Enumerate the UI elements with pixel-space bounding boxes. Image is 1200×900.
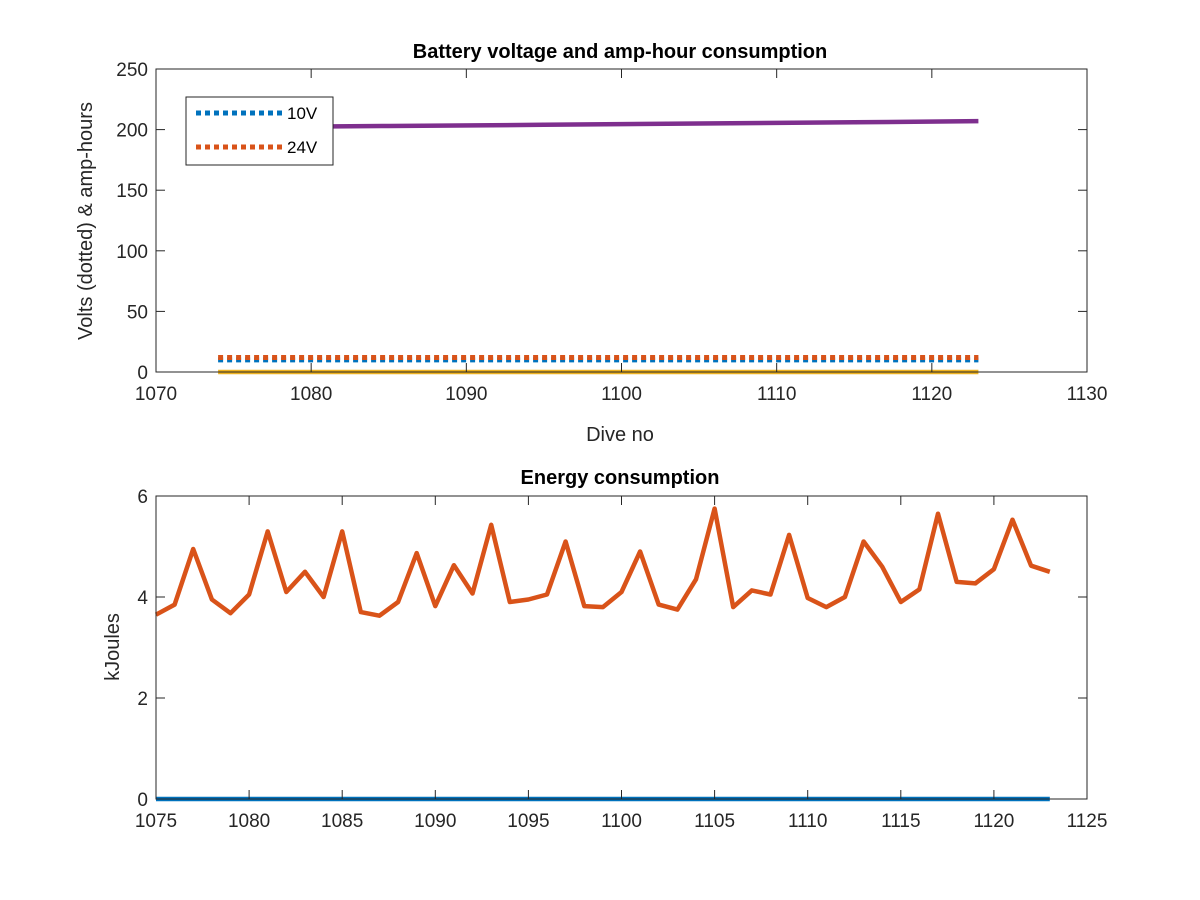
- chart-title: Energy consumption: [521, 467, 720, 489]
- y-axis-label: Volts (dotted) & amp-hours: [75, 102, 97, 340]
- x-tick-label: 1100: [601, 384, 642, 405]
- legend: 10V 24V: [185, 96, 334, 166]
- x-tick-label: 1090: [445, 384, 487, 405]
- y-tick-label: 250: [116, 60, 148, 81]
- y-tick-label: 0: [137, 363, 148, 384]
- y-tick-label: 200: [116, 121, 148, 142]
- x-axis-label: Dive no: [586, 424, 654, 446]
- series-line-3: [218, 118, 979, 130]
- x-tick-label: 1120: [973, 811, 1014, 832]
- x-tick-label: 1075: [135, 811, 177, 832]
- x-tick-label: 1130: [1067, 384, 1108, 405]
- x-tick-label: 1105: [694, 811, 735, 832]
- x-tick-label: 1125: [1067, 811, 1108, 832]
- y-tick-label: 150: [116, 181, 148, 202]
- x-tick-label: 1090: [414, 811, 456, 832]
- x-tick-label: 1110: [757, 384, 796, 405]
- x-tick-label: 1080: [228, 811, 270, 832]
- y-tick-label: 0: [137, 790, 148, 811]
- x-tick-label: 1095: [507, 811, 549, 832]
- y-tick-label: 4: [137, 588, 148, 609]
- y-tick-label: 6: [137, 487, 148, 508]
- tick-labels: 1075 1080 1085 1090 1095 1100 1105 1110 1115 1120…: [135, 487, 1108, 832]
- y-axis-label: kJoules: [102, 613, 124, 681]
- x-tick-label: 1070: [135, 384, 177, 405]
- series-line-1: [154, 506, 1051, 618]
- x-tick-label: 1100: [601, 811, 642, 832]
- x-tick-label: 1080: [290, 384, 332, 405]
- x-tick-label: 1120: [911, 384, 952, 405]
- tick-labels: 1070 1080 1090 1100 1110 1120 1130 0 50 100 150 200…: [116, 60, 1107, 405]
- y-tick-label: 2: [137, 689, 148, 710]
- voltage-amphour-chart: Battery voltage and amp-hour consumption…: [75, 41, 1107, 446]
- y-tick-label: 100: [116, 242, 148, 263]
- energy-consumption-chart: Energy consumption kJoules 1075 1080 1085 1…: [102, 467, 1107, 832]
- legend-label-24v: 24V: [287, 138, 318, 157]
- legend-box: [185, 96, 334, 166]
- x-tick-label: 1110: [788, 811, 827, 832]
- legend-label-10v: 10V: [287, 104, 318, 123]
- x-tick-label: 1115: [881, 811, 920, 832]
- x-tick-label: 1085: [321, 811, 363, 832]
- y-tick-label: 50: [127, 302, 148, 323]
- chart-title: Battery voltage and amp-hour consumption: [413, 41, 827, 63]
